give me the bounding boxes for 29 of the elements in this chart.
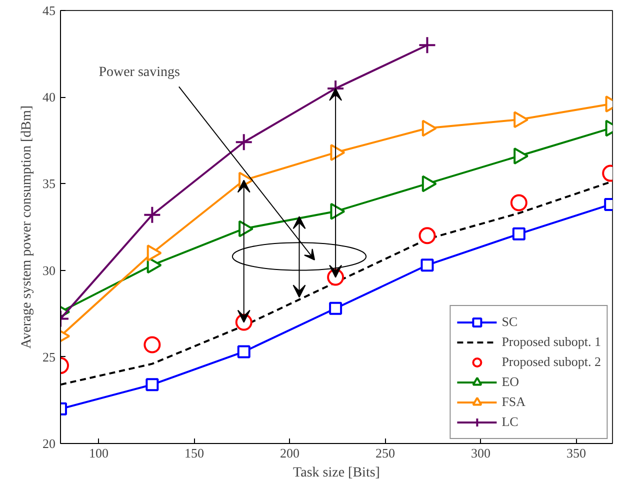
point <box>329 302 342 315</box>
point <box>146 244 162 262</box>
x-tick-label: 200 <box>280 446 300 460</box>
x-tick-label: 350 <box>566 446 586 460</box>
y-tick-label: 35 <box>42 176 56 192</box>
point <box>510 194 528 212</box>
legend-label: Proposed subopt. 2 <box>502 354 601 370</box>
y-axis-title: Average system power consumption [dBm] <box>20 105 34 349</box>
legend-label: SC <box>502 314 519 330</box>
annotation: Power savings <box>98 64 180 80</box>
y-tick-label: 40 <box>42 90 56 105</box>
y-tick-label: 45 <box>42 3 56 18</box>
point <box>418 36 436 54</box>
point <box>326 79 345 98</box>
x-tick-label: 150 <box>184 446 204 460</box>
legend-label: EO <box>502 374 520 390</box>
y-tick-label: 30 <box>42 262 56 278</box>
point <box>418 227 436 244</box>
x-tick-label: 300 <box>470 446 490 460</box>
x-tick-label: 250 <box>375 446 395 460</box>
x-tick-label: 100 <box>88 446 108 460</box>
y-tick-label: 20 <box>42 436 56 451</box>
point <box>512 227 526 240</box>
y-tick-label: 25 <box>42 349 56 364</box>
legend-label: Proposed subopt. 1 <box>502 334 601 350</box>
legend-label: LC <box>502 414 520 430</box>
point <box>420 258 434 272</box>
legend-label: FSA <box>502 394 526 410</box>
x-axis-title: Task size [Bits] <box>293 466 380 480</box>
